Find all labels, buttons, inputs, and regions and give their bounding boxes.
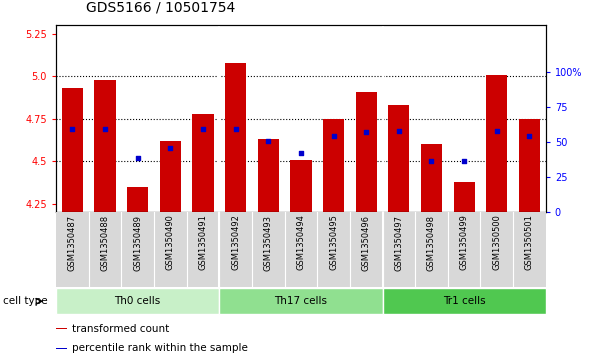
Bar <box>323 119 344 212</box>
Text: GSM1350491: GSM1350491 <box>198 215 208 270</box>
Bar <box>258 139 279 212</box>
Point <box>100 126 110 132</box>
Bar <box>290 160 312 212</box>
Text: transformed count: transformed count <box>72 323 169 334</box>
Bar <box>62 88 83 212</box>
Text: GSM1350490: GSM1350490 <box>166 215 175 270</box>
Bar <box>356 92 377 212</box>
Bar <box>388 105 409 212</box>
Point <box>492 128 502 134</box>
Text: GSM1350492: GSM1350492 <box>231 215 240 270</box>
Text: Th17 cells: Th17 cells <box>274 296 327 306</box>
Text: GSM1350501: GSM1350501 <box>525 215 534 270</box>
Text: GSM1350489: GSM1350489 <box>133 215 142 270</box>
Bar <box>56 288 219 314</box>
Text: Th0 cells: Th0 cells <box>114 296 161 306</box>
Bar <box>225 63 246 212</box>
Point <box>329 133 338 139</box>
Bar <box>219 288 382 314</box>
Point <box>68 126 77 132</box>
Point <box>198 126 208 132</box>
Text: percentile rank within the sample: percentile rank within the sample <box>72 343 248 354</box>
Text: GSM1350488: GSM1350488 <box>100 215 110 271</box>
Point <box>296 150 306 156</box>
Text: GSM1350495: GSM1350495 <box>329 215 338 270</box>
Text: GSM1350500: GSM1350500 <box>492 215 502 270</box>
Text: GSM1350498: GSM1350498 <box>427 215 436 270</box>
Bar <box>454 182 475 212</box>
Text: GSM1350494: GSM1350494 <box>296 215 306 270</box>
Bar <box>127 187 148 212</box>
Bar <box>56 328 67 330</box>
Text: GDS5166 / 10501754: GDS5166 / 10501754 <box>86 0 235 15</box>
Point <box>525 133 534 139</box>
Point <box>362 130 371 135</box>
Bar <box>421 144 442 212</box>
Text: GSM1350487: GSM1350487 <box>68 215 77 271</box>
Bar <box>382 288 546 314</box>
Point <box>427 159 436 164</box>
Text: cell type: cell type <box>3 296 48 306</box>
Bar <box>56 347 67 349</box>
Point <box>394 128 404 134</box>
Point <box>264 138 273 144</box>
Bar <box>94 80 116 212</box>
Bar <box>486 75 507 212</box>
Text: GSM1350496: GSM1350496 <box>362 215 371 270</box>
Point <box>133 155 142 161</box>
Text: GSM1350499: GSM1350499 <box>460 215 468 270</box>
Text: GSM1350497: GSM1350497 <box>394 215 404 270</box>
Point <box>166 145 175 151</box>
Text: Tr1 cells: Tr1 cells <box>443 296 486 306</box>
Point <box>231 126 240 132</box>
Bar <box>160 141 181 212</box>
Bar <box>519 119 540 212</box>
Point <box>460 159 469 164</box>
Bar <box>192 114 214 212</box>
Text: GSM1350493: GSM1350493 <box>264 215 273 270</box>
